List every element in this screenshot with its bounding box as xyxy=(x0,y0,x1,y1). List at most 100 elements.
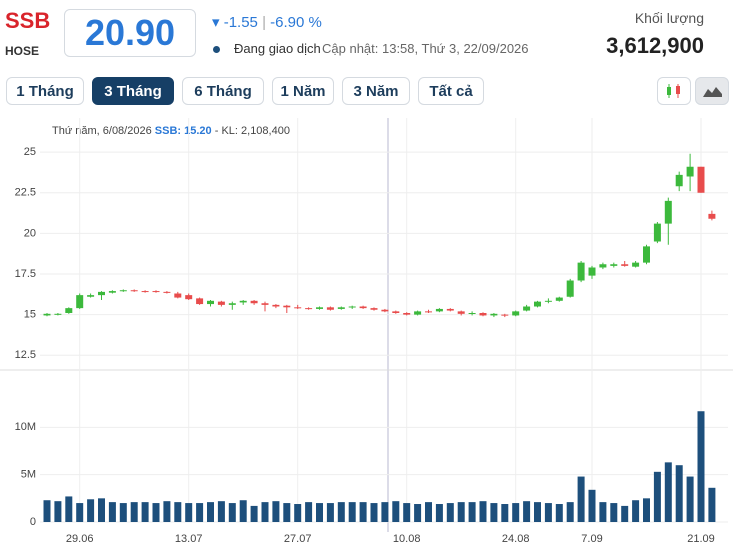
volume-bar xyxy=(403,503,411,522)
candle-body xyxy=(119,290,127,292)
volume-bar xyxy=(534,502,541,522)
volume-bar xyxy=(316,503,323,522)
candle-body xyxy=(381,309,389,312)
candle-body xyxy=(239,300,247,303)
volume-bar xyxy=(392,501,400,522)
candle-body xyxy=(512,311,520,316)
candle-body xyxy=(152,291,160,293)
range-button[interactable]: 6 Tháng xyxy=(182,77,264,105)
area-view-button[interactable] xyxy=(695,77,729,105)
volume-bar xyxy=(272,501,280,522)
candle-body xyxy=(708,213,716,219)
chart: Thứ năm, 6/08/2026 SSB: 15.20 - KL: 2,10… xyxy=(0,118,733,545)
change-row: ▾ -1.55 | -6.90 % xyxy=(212,14,322,31)
volume-bar xyxy=(152,503,160,522)
candle-body xyxy=(588,267,596,276)
candle-body xyxy=(534,301,541,307)
candle-body xyxy=(555,297,563,301)
volume-bar xyxy=(577,476,585,522)
volume-bar xyxy=(326,503,334,522)
volume-tick-label: 5M xyxy=(21,469,36,481)
candle-body xyxy=(653,223,661,242)
volume-label: Khối lượng xyxy=(634,10,704,26)
volume-bar xyxy=(337,502,345,522)
range-button[interactable]: 1 Năm xyxy=(272,77,334,105)
candle-body xyxy=(283,305,291,308)
candle-body xyxy=(108,291,116,293)
volume-bar xyxy=(653,471,661,522)
x-tick-label: 24.08 xyxy=(502,533,530,545)
volume-bar xyxy=(610,503,618,522)
volume-bar xyxy=(479,501,487,522)
candle-body xyxy=(294,307,302,309)
tooltip-price: 15.20 xyxy=(184,125,212,137)
candle-body xyxy=(468,313,476,314)
volume-bar xyxy=(632,500,640,522)
volume-bar xyxy=(174,502,182,522)
volume-bar xyxy=(43,500,51,522)
tooltip-volume-label: - KL: xyxy=(215,125,238,137)
volume-bar xyxy=(261,502,269,522)
candle-icon xyxy=(667,84,680,98)
candle-body xyxy=(305,308,313,310)
volume: 3,612,900 xyxy=(606,33,704,58)
volume-bar xyxy=(283,503,291,522)
volume-bar xyxy=(207,502,214,522)
volume-bar xyxy=(675,465,683,522)
range-button[interactable]: 1 Tháng xyxy=(6,77,84,105)
candle-body xyxy=(664,200,672,224)
volume-bar xyxy=(686,476,694,522)
range-button[interactable]: Tất cả xyxy=(418,77,484,105)
volume-bar xyxy=(523,501,531,522)
volume-bar xyxy=(468,502,476,522)
y-tick-label: 25 xyxy=(24,146,36,158)
volume-bar xyxy=(87,499,95,522)
candle-body xyxy=(250,300,258,304)
volume-bar xyxy=(566,502,574,522)
volume-bar xyxy=(141,502,149,522)
candle-body xyxy=(643,246,650,263)
volume-bar xyxy=(196,503,204,522)
candle-body xyxy=(65,308,73,313)
volume-bar xyxy=(76,503,84,522)
volume-bar xyxy=(348,502,356,522)
candle-body xyxy=(174,293,182,298)
area-icon xyxy=(703,87,722,97)
candle-body xyxy=(326,307,334,310)
range-button[interactable]: 3 Năm xyxy=(342,77,410,105)
candle-body xyxy=(272,304,280,307)
volume-bar xyxy=(599,502,607,522)
candle-body xyxy=(566,280,574,297)
candle-body xyxy=(490,313,498,316)
y-tick-label: 20 xyxy=(24,227,36,239)
y-tick-label: 22.5 xyxy=(15,187,36,199)
change-percent: -6.90 % xyxy=(270,14,322,31)
volume-bar xyxy=(425,502,432,522)
candle-body xyxy=(141,291,149,293)
candle-body xyxy=(76,295,84,309)
candle-body xyxy=(43,313,51,316)
candle-view-button[interactable] xyxy=(657,77,691,105)
volume-bar xyxy=(163,501,171,522)
volume-bar xyxy=(119,503,127,522)
tooltip-volume: 2,108,400 xyxy=(241,125,290,137)
updated: Cập nhật: 13:58, Thứ 3, 22/09/2026 xyxy=(322,41,529,56)
y-tick-label: 15 xyxy=(24,309,36,321)
volume-bar xyxy=(370,503,378,522)
tooltip: Thứ năm, 6/08/2026 SSB: 15.20 - KL: 2,10… xyxy=(52,125,290,137)
volume-bar xyxy=(457,502,465,522)
candle-body xyxy=(675,174,683,187)
candle-body xyxy=(425,311,432,313)
candle-body xyxy=(392,311,400,313)
candle-body xyxy=(435,308,443,312)
range-button[interactable]: 3 Tháng xyxy=(92,77,174,105)
volume-bar xyxy=(359,502,367,522)
volume-bar xyxy=(512,503,520,522)
volume-bar xyxy=(239,500,247,522)
volume-bar xyxy=(294,504,302,522)
candle-body xyxy=(359,306,367,309)
x-tick-label: 27.07 xyxy=(284,533,312,545)
volume-tick-label: 0 xyxy=(30,516,36,528)
candle-body xyxy=(686,166,694,177)
